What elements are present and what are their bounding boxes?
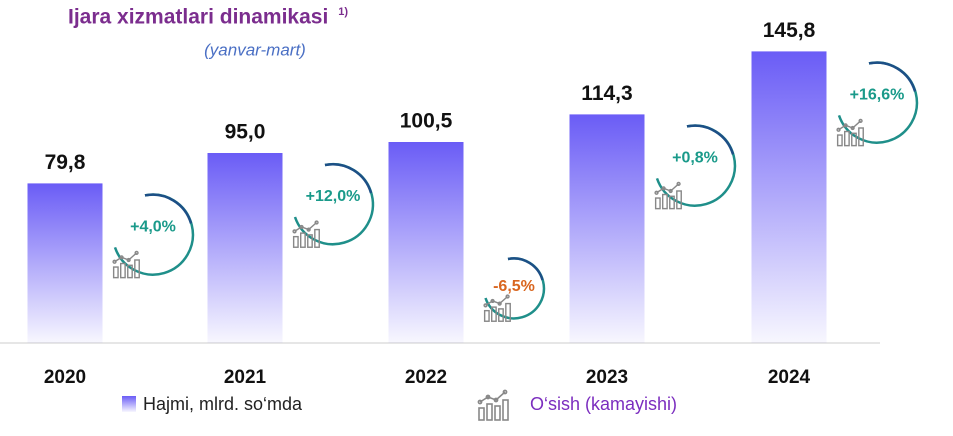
legend: Hajmi, mlrd. so‘mda O‘sish (kamayishi) xyxy=(122,389,677,421)
growth-arc-accent xyxy=(144,193,193,224)
growth-arc-accent xyxy=(686,124,735,155)
growth-label: +16,6% xyxy=(850,87,905,104)
x-tick-label: 2023 xyxy=(586,367,628,388)
bar xyxy=(27,183,103,343)
title-note: 1) xyxy=(338,6,348,18)
growth-label: +4,0% xyxy=(130,219,176,236)
legend-label: Hajmi, mlrd. so‘mda xyxy=(143,394,303,414)
x-tick-label: 2022 xyxy=(405,367,447,388)
x-tick-label: 2020 xyxy=(44,367,86,388)
growth-icon xyxy=(483,294,511,322)
value-label: 100,5 xyxy=(400,110,453,133)
growth-arc-accent xyxy=(507,257,544,281)
growth-badge: +16,6% xyxy=(836,61,919,147)
growth-badge: +0,8% xyxy=(654,124,737,210)
growth-arc-accent xyxy=(324,163,373,194)
growth-badge: +12,0% xyxy=(292,163,375,248)
value-label: 95,0 xyxy=(225,121,266,144)
value-label: 145,8 xyxy=(763,19,816,42)
bar xyxy=(388,142,464,343)
bar xyxy=(569,114,645,344)
legend-icon xyxy=(477,389,509,421)
x-tick-label: 2021 xyxy=(224,367,267,388)
growth-label: +12,0% xyxy=(306,188,361,205)
growth-badge: -6,5% xyxy=(483,257,546,322)
value-label: 114,3 xyxy=(581,82,632,105)
chart-subtitle: (yanvar-mart) xyxy=(204,40,306,59)
value-label: 79,8 xyxy=(45,151,86,174)
legend-swatch xyxy=(122,396,136,412)
bar xyxy=(751,51,827,344)
chart-title: Ijara xizmatlari dinamikasi xyxy=(68,6,328,29)
growth-arc-accent xyxy=(868,61,917,92)
growth-label: -6,5% xyxy=(493,278,535,295)
growth-label: +0,8% xyxy=(672,150,718,167)
bar xyxy=(207,153,283,343)
growth-badge: +4,0% xyxy=(112,193,195,279)
legend-label: O‘sish (kamayishi) xyxy=(530,394,677,414)
x-tick-label: 2024 xyxy=(768,367,811,388)
